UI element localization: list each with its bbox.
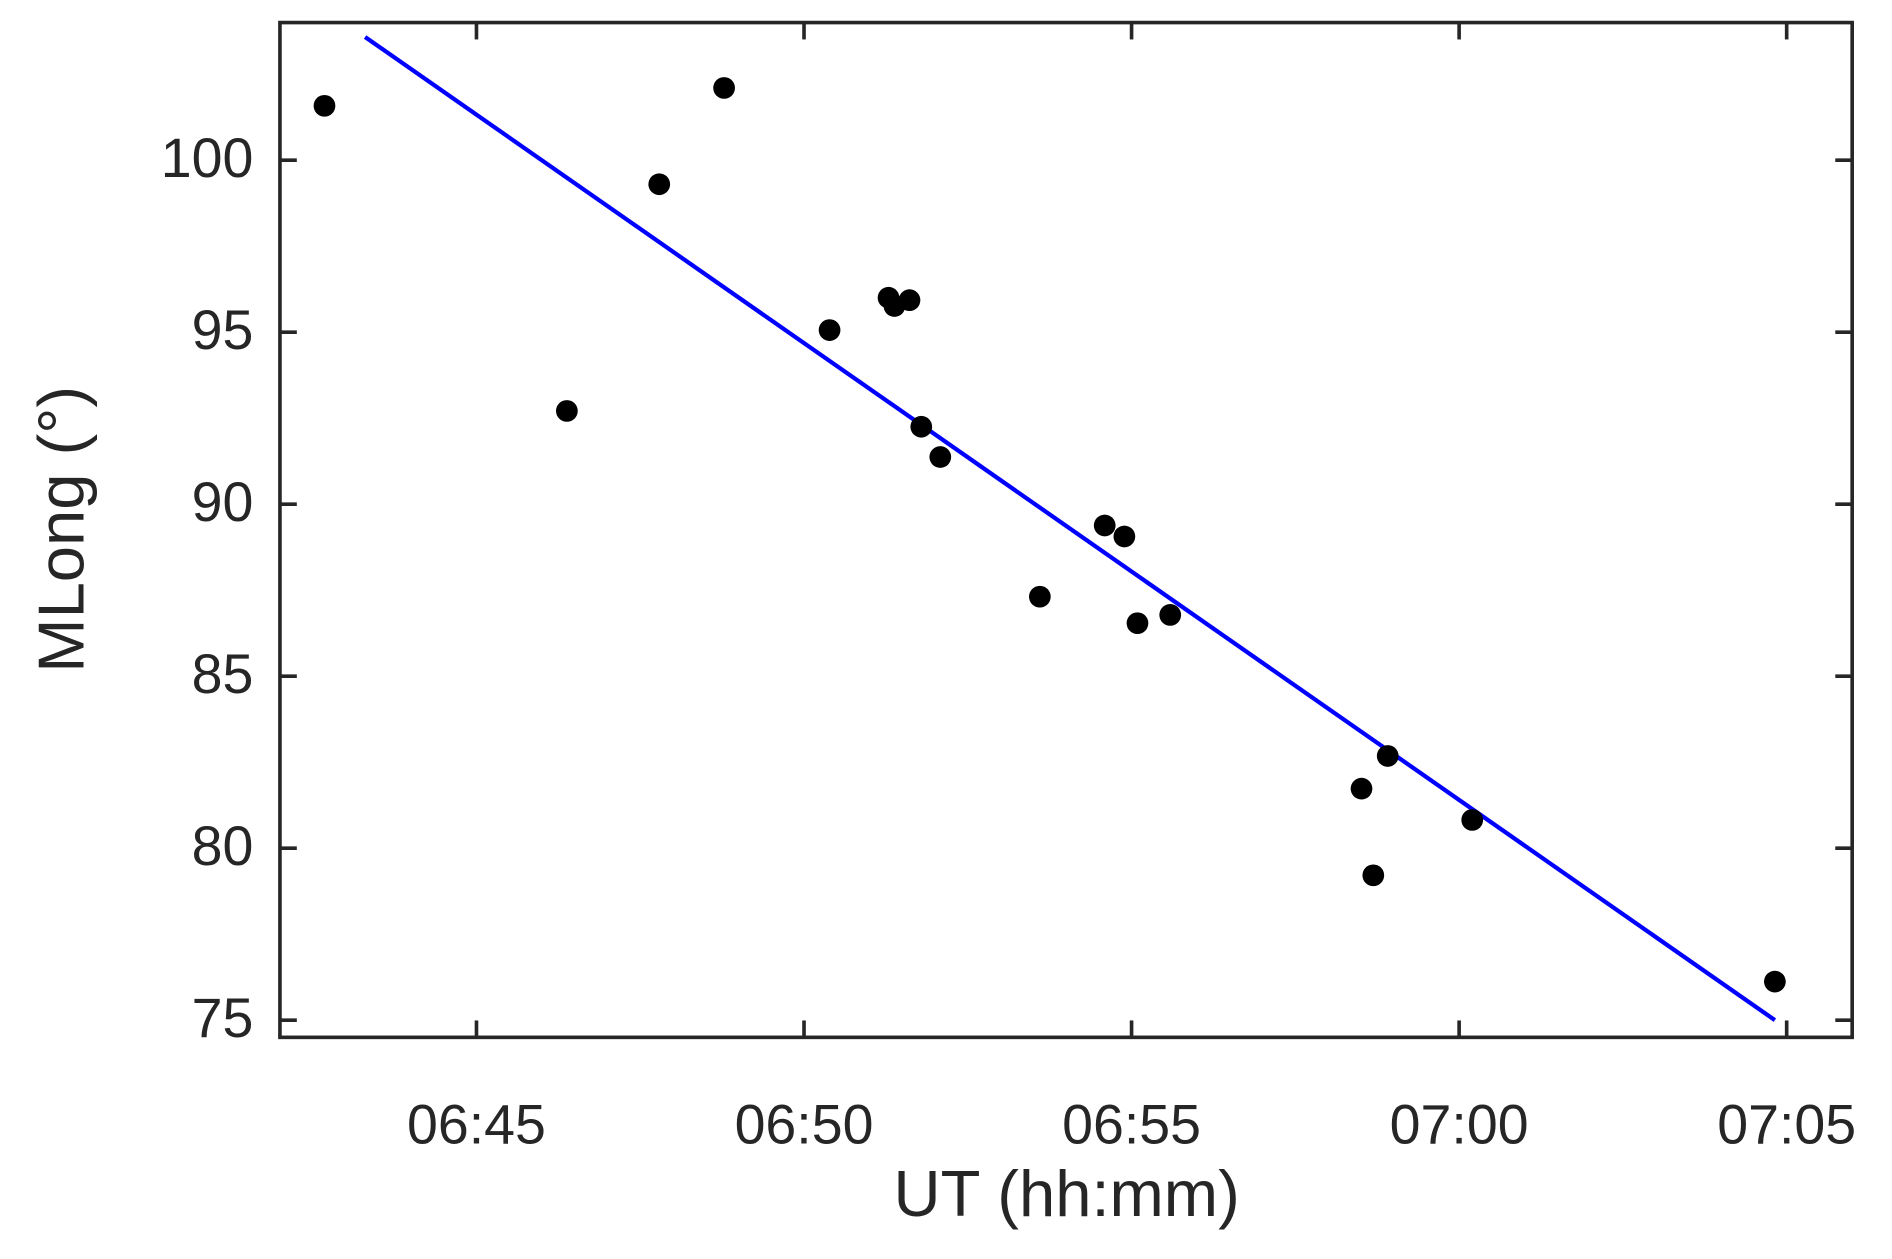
data-point [910, 415, 933, 438]
data-point [648, 173, 671, 196]
data-point [1093, 514, 1116, 537]
data-point [1461, 809, 1484, 831]
data-point [1113, 525, 1136, 548]
data-point [1362, 864, 1385, 887]
y-tick-label: 75 [192, 987, 254, 1049]
data-point [313, 94, 336, 117]
data-point [1376, 745, 1399, 767]
data-point [1350, 777, 1373, 800]
data-point [713, 77, 735, 99]
data-point [1764, 970, 1786, 993]
y-tick-label: 90 [192, 471, 254, 533]
x-tick-label: 06:55 [1062, 1094, 1201, 1156]
y-tick-label: 80 [192, 815, 254, 877]
data-point [818, 319, 841, 341]
data-point [1126, 612, 1149, 635]
x-tick-label: 06:45 [407, 1094, 546, 1156]
plot-frame [278, 20, 1854, 1040]
y-tick-label: 85 [192, 643, 254, 705]
y-axis-label: MLong (°) [25, 386, 98, 673]
data-point [898, 289, 921, 312]
y-tick-label: 100 [161, 127, 254, 189]
fit-line [363, 35, 1777, 1022]
x-tick-label: 07:00 [1390, 1094, 1529, 1156]
data-point [929, 446, 952, 468]
x-axis-label: UT (hh:mm) [894, 1157, 1240, 1230]
data-point [1028, 585, 1051, 608]
x-tick-label: 07:05 [1717, 1094, 1856, 1156]
data-point [556, 400, 578, 422]
x-tick-label: 06:50 [735, 1094, 874, 1156]
y-tick-label: 95 [192, 299, 254, 361]
data-point [1159, 604, 1182, 626]
